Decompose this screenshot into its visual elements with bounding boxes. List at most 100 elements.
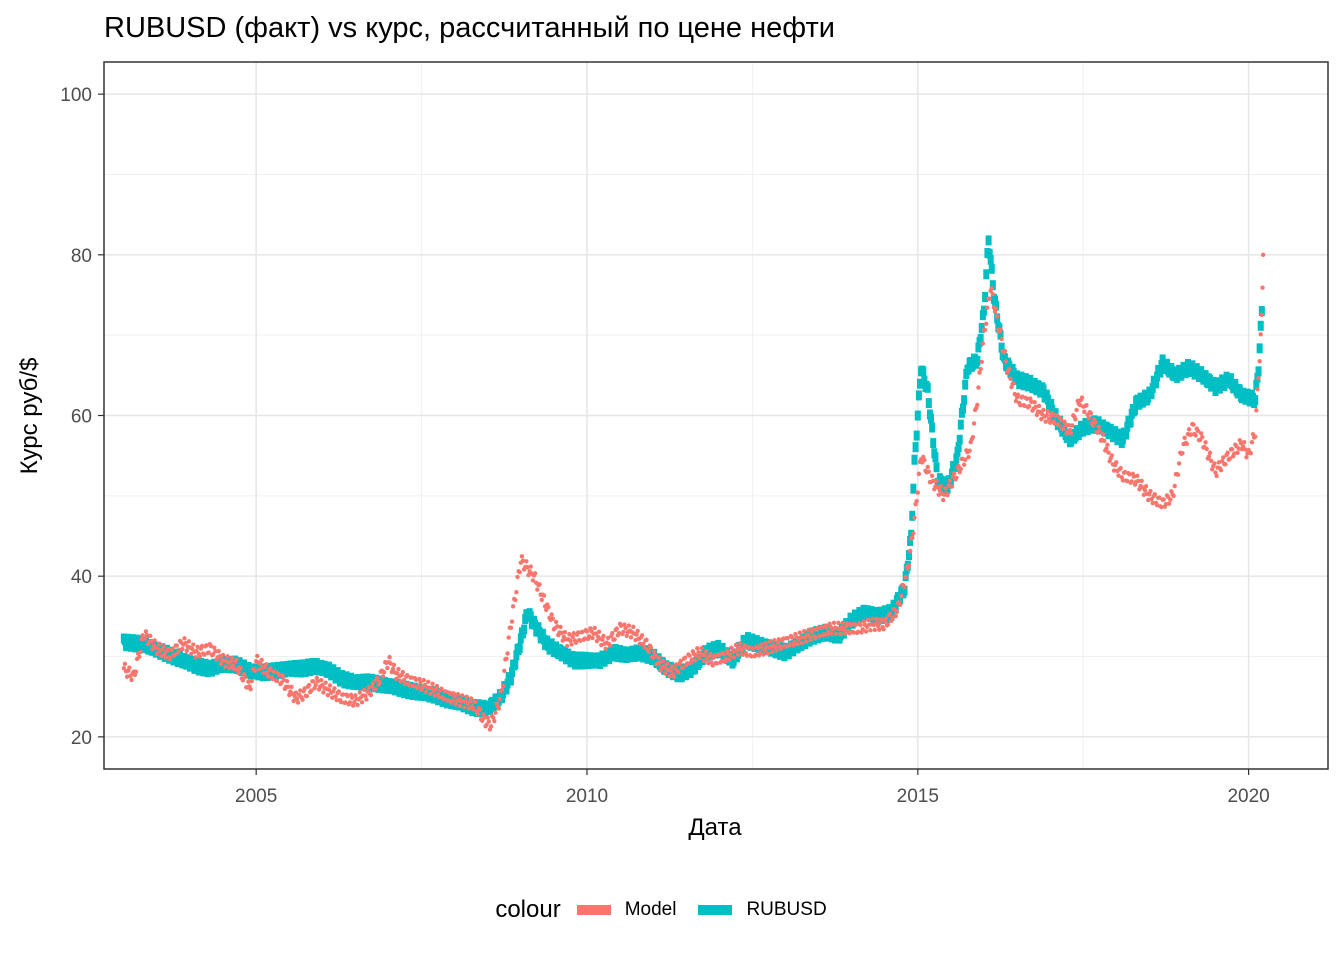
rubusd-point xyxy=(307,666,314,677)
model-point xyxy=(448,692,453,697)
model-point xyxy=(883,616,889,621)
model-point xyxy=(652,649,657,654)
model-point xyxy=(295,700,301,705)
model-point xyxy=(693,653,699,659)
rubusd-point xyxy=(925,398,932,409)
rubusd-point xyxy=(1022,373,1029,384)
rubusd-point xyxy=(678,672,685,683)
legend-label-model: Model xyxy=(624,899,677,920)
model-point xyxy=(926,469,932,474)
model-point xyxy=(1022,403,1027,408)
model-point xyxy=(807,634,812,639)
model-point xyxy=(998,327,1003,333)
rubusd-point xyxy=(544,635,551,646)
rubusd-point xyxy=(382,676,389,687)
model-point xyxy=(599,642,604,648)
model-point xyxy=(510,604,516,609)
rubusd-point xyxy=(830,627,837,638)
x-axis-title: Дата xyxy=(688,814,742,841)
model-point xyxy=(234,657,239,662)
model-point xyxy=(961,462,967,467)
model-point xyxy=(513,597,518,603)
model-point xyxy=(781,636,786,641)
model-point xyxy=(1136,478,1141,484)
model-point xyxy=(987,296,992,301)
model-point xyxy=(227,665,232,671)
rubusd-point xyxy=(628,651,635,662)
model-point xyxy=(1189,432,1194,437)
rubusd-point xyxy=(1136,399,1143,410)
model-point xyxy=(1157,495,1162,500)
model-point xyxy=(833,631,839,637)
model-point xyxy=(1208,458,1214,463)
model-point xyxy=(1260,252,1266,258)
model-point xyxy=(176,647,182,652)
model-point xyxy=(469,696,474,701)
model-point xyxy=(578,638,583,643)
rubusd-point xyxy=(585,659,592,670)
model-point xyxy=(452,694,457,699)
model-point xyxy=(842,631,848,636)
rubusd-point xyxy=(1175,371,1182,382)
rubusd-point xyxy=(956,434,963,445)
rubusd-point xyxy=(348,672,355,683)
model-point xyxy=(970,434,976,440)
rubusd-point xyxy=(785,649,792,660)
rubusd-point xyxy=(416,683,423,694)
rubusd-point xyxy=(1006,360,1013,371)
legend-item-rubusd: RUBUSD xyxy=(698,899,827,921)
rubusd-point xyxy=(507,675,514,686)
model-point xyxy=(400,669,406,675)
model-point xyxy=(785,635,790,641)
model-point xyxy=(526,572,531,578)
model-point xyxy=(635,628,640,634)
model-point xyxy=(517,569,522,575)
model-point xyxy=(719,659,724,664)
rubusd-point xyxy=(491,700,498,711)
model-point xyxy=(493,710,498,715)
model-point xyxy=(799,640,805,646)
model-point xyxy=(763,640,768,646)
model-point xyxy=(387,654,392,660)
model-point xyxy=(238,666,243,671)
legend-key-model xyxy=(576,905,611,915)
rubusd-point xyxy=(420,685,427,696)
model-point xyxy=(1167,501,1172,506)
model-point xyxy=(646,649,651,655)
model-point xyxy=(391,662,397,668)
rubusd-point xyxy=(509,667,515,678)
model-point xyxy=(377,679,382,685)
model-point xyxy=(191,642,196,647)
model-point xyxy=(922,457,927,463)
model-point xyxy=(605,635,611,641)
model-point xyxy=(418,679,423,685)
model-point xyxy=(817,634,822,639)
model-point xyxy=(945,492,950,498)
model-point xyxy=(154,651,160,657)
y-tick-label: 60 xyxy=(71,407,92,428)
model-point xyxy=(319,677,324,683)
model-point xyxy=(868,628,873,633)
model-point xyxy=(231,666,237,672)
model-point xyxy=(1032,399,1037,405)
model-point xyxy=(723,656,729,662)
model-point xyxy=(775,640,780,645)
model-point xyxy=(596,629,602,635)
x-tick-label: 2015 xyxy=(897,786,939,807)
rubusd-point xyxy=(281,667,288,678)
model-point xyxy=(199,643,205,649)
model-point xyxy=(1131,474,1137,479)
model-point xyxy=(1148,488,1153,494)
model-point xyxy=(940,497,946,503)
model-point xyxy=(212,645,217,650)
rubusd-point xyxy=(749,633,756,644)
model-point xyxy=(1180,450,1185,456)
rubusd-point xyxy=(1193,363,1200,374)
model-point xyxy=(570,634,575,640)
model-point xyxy=(985,305,990,310)
model-point xyxy=(721,652,726,657)
model-point xyxy=(385,665,390,671)
model-point xyxy=(810,626,816,632)
model-point xyxy=(248,687,253,692)
model-point xyxy=(708,651,713,657)
